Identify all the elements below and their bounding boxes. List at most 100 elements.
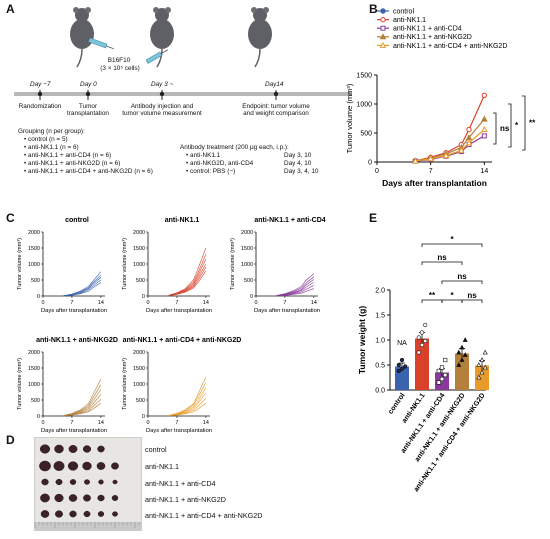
e-point <box>399 366 405 372</box>
e-bracket-1-3 <box>421 261 463 265</box>
tumor-specimen <box>82 461 92 471</box>
e-point <box>399 357 405 363</box>
photo-label-4: anti-NK1.1 + anti-CD4 + anti-NKG2D <box>145 511 263 520</box>
b-point <box>457 146 465 153</box>
treatment-row-1-days: Day 4, 10 <box>284 160 312 167</box>
tumor-specimen <box>67 461 79 471</box>
tumor-specimen <box>111 462 119 470</box>
c-x-tick-label: 7 <box>70 300 73 306</box>
e-point <box>396 368 401 374</box>
c-y-axis-label: Tumor volume (mm³) <box>17 238 23 290</box>
c-x-tick-label: 14 <box>203 300 209 306</box>
tumor-specimen <box>68 494 78 502</box>
c-subplot-title: anti-NK1.1 <box>165 217 200 224</box>
grouping-item-1: • anti-NK1.1 (n = 6) <box>24 144 79 151</box>
e-bar <box>475 365 489 390</box>
c-y-tick-label: 1500 <box>133 246 145 252</box>
e-point <box>423 338 428 344</box>
photo-label-0: control <box>145 445 167 454</box>
e-point <box>456 362 462 367</box>
c-x-axis-label: Days after transplantation <box>146 428 212 434</box>
b-point <box>481 92 488 99</box>
c-y-tick-label: 1000 <box>28 262 40 268</box>
tumor-specimen <box>97 494 105 502</box>
e-point <box>479 369 485 375</box>
tumor-specimen <box>40 493 50 503</box>
e-point <box>403 364 408 369</box>
c-x-tick-label: 14 <box>98 300 104 306</box>
tumor-cells-line1: B16F10 <box>107 57 131 64</box>
b-legend-marker <box>380 8 386 14</box>
b-bracket-double-star <box>522 95 526 151</box>
tumor-specimen <box>112 511 118 517</box>
b-point <box>427 155 435 162</box>
e-point <box>456 349 462 355</box>
panel-letter-a: A <box>6 2 15 16</box>
ruler-bar <box>35 522 141 530</box>
tumor-specimen <box>69 479 77 485</box>
photo-label-2: anti-NK1.1 + anti-CD4 <box>145 479 216 488</box>
c-subplot-title: anti-NK1.1 + anti-CD4 <box>254 217 325 224</box>
c-x-tick-label: 7 <box>70 420 73 426</box>
grouping-item-4: • anti-NK1.1 + anti-CD4 + anti-NKG2D (n … <box>24 168 153 175</box>
tumor-specimen <box>55 478 63 486</box>
day-label-2: Day 3 ~ <box>151 81 174 88</box>
b-y-tick-label: 500 <box>360 130 372 137</box>
c-y-tick-label: 1500 <box>241 246 253 252</box>
c-x-tick-label: 0 <box>42 300 45 306</box>
c-x-axis-label: Days after transplantation <box>41 308 107 314</box>
tumor-cells-line2: (3 × 10⁵ cells) <box>100 65 140 72</box>
c-x-tick-label: 14 <box>203 420 209 426</box>
e-point <box>476 362 482 367</box>
c-y-tick-label: 1000 <box>133 382 145 388</box>
c-x-tick-label: 14 <box>98 420 104 426</box>
c-y-tick-label: 0 <box>37 294 40 300</box>
c-y-tick-label: 0 <box>142 414 145 420</box>
b-bracket-star-label: * <box>515 121 519 130</box>
event-transplant-line1: Tumor <box>78 103 98 110</box>
mouse-icon-day0 <box>70 7 94 68</box>
treatment-title: Antibody treatment (200 μg each, i.p.): <box>180 144 289 151</box>
c-y-tick-label: 2000 <box>133 350 145 356</box>
b-point <box>466 126 472 133</box>
e-bar <box>455 353 469 390</box>
c-mouse-line <box>63 402 102 417</box>
e-bracket-2-4-label: ns <box>457 272 467 281</box>
timeline-dot-0 <box>37 91 43 97</box>
c-y-tick-label: 2000 <box>28 350 40 356</box>
c-y-axis-label: Tumor volume (mm³) <box>122 238 128 290</box>
e-point <box>419 330 425 335</box>
e-point <box>476 374 482 380</box>
b-series-line <box>415 129 485 162</box>
b-y-tick-label: 1000 <box>356 101 372 108</box>
b-legend-marker <box>380 16 386 23</box>
event-randomization: Randomization <box>18 103 62 110</box>
treatment-row-0-days: Day 3, 10 <box>284 152 312 159</box>
day-label-1: Day 0 <box>80 81 97 88</box>
grouping-item-2: • anti-NK1.1 + anti-CD4 (n = 6) <box>24 152 112 159</box>
b-point <box>465 139 473 146</box>
tumor-specimen <box>55 510 63 518</box>
c-x-tick-label: 7 <box>175 300 178 306</box>
tumor-photo <box>34 437 142 531</box>
tumor-specimen <box>97 445 105 453</box>
c-y-tick-label: 1500 <box>28 246 40 252</box>
e-na-label: NA <box>397 340 407 347</box>
e-bracket-3-4 <box>461 299 483 303</box>
e-point <box>443 357 448 363</box>
e-bracket-1-2-label: ** <box>429 291 436 300</box>
e-bracket-2-4 <box>441 280 483 284</box>
c-y-tick-label: 0 <box>250 294 253 300</box>
b-y-tick-label: 0 <box>368 159 372 166</box>
c-x-tick-label: 0 <box>42 420 45 426</box>
b-legend-marker <box>379 41 387 48</box>
timeline-dot-2 <box>159 91 165 97</box>
b-point <box>442 152 450 159</box>
e-bracket-2-3 <box>441 299 463 303</box>
c-y-tick-label: 500 <box>136 278 145 284</box>
event-transplant-line2: transplantation <box>67 110 109 117</box>
tumor-specimen <box>41 478 49 486</box>
b-point <box>480 125 488 133</box>
